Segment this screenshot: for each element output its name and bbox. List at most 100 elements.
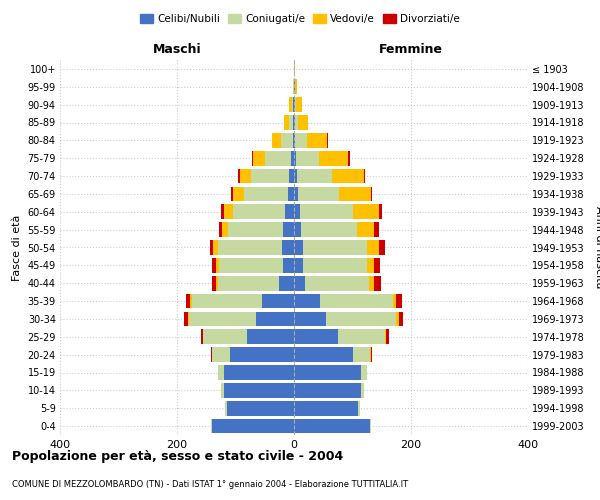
- Bar: [216, 258, 219, 272]
- Bar: [358, 401, 360, 415]
- Bar: [303, 240, 367, 255]
- Bar: [291, 151, 294, 166]
- Bar: [294, 204, 300, 219]
- Bar: [262, 294, 294, 308]
- Bar: [339, 186, 371, 201]
- Bar: [190, 294, 191, 308]
- Bar: [294, 419, 370, 434]
- Bar: [256, 312, 294, 326]
- Bar: [201, 330, 203, 344]
- Bar: [294, 365, 361, 380]
- Bar: [284, 115, 289, 130]
- Bar: [238, 168, 239, 184]
- Bar: [295, 98, 296, 112]
- Bar: [294, 401, 358, 415]
- Bar: [244, 186, 288, 201]
- Bar: [186, 294, 190, 308]
- Bar: [294, 330, 338, 344]
- Bar: [289, 98, 292, 112]
- Bar: [224, 383, 294, 398]
- Bar: [251, 168, 289, 184]
- Bar: [294, 133, 295, 148]
- Bar: [265, 151, 291, 166]
- Bar: [213, 240, 218, 255]
- Bar: [294, 151, 296, 166]
- Bar: [397, 294, 402, 308]
- Bar: [239, 168, 251, 184]
- Bar: [221, 383, 224, 398]
- Bar: [298, 115, 308, 130]
- Bar: [211, 240, 213, 255]
- Bar: [364, 168, 365, 184]
- Text: Femmine: Femmine: [379, 44, 443, 57]
- Bar: [294, 186, 298, 201]
- Bar: [233, 204, 285, 219]
- Bar: [233, 186, 244, 201]
- Bar: [222, 222, 228, 237]
- Text: Popolazione per età, sesso e stato civile - 2004: Popolazione per età, sesso e stato civil…: [12, 450, 343, 463]
- Bar: [184, 312, 188, 326]
- Bar: [293, 133, 294, 148]
- Bar: [386, 330, 389, 344]
- Bar: [298, 186, 339, 201]
- Bar: [356, 222, 374, 237]
- Bar: [353, 204, 379, 219]
- Bar: [224, 204, 233, 219]
- Bar: [218, 365, 224, 380]
- Bar: [253, 151, 265, 166]
- Bar: [219, 222, 222, 237]
- Bar: [191, 294, 262, 308]
- Bar: [216, 276, 218, 290]
- Bar: [374, 258, 380, 272]
- Text: Maschi: Maschi: [152, 44, 202, 57]
- Bar: [292, 98, 293, 112]
- Bar: [294, 312, 326, 326]
- Bar: [294, 348, 353, 362]
- Bar: [285, 204, 294, 219]
- Bar: [188, 312, 256, 326]
- Bar: [367, 240, 379, 255]
- Bar: [326, 312, 397, 326]
- Bar: [218, 240, 283, 255]
- Bar: [288, 186, 294, 201]
- Bar: [369, 276, 374, 290]
- Bar: [252, 151, 253, 166]
- Bar: [228, 222, 283, 237]
- Bar: [353, 348, 370, 362]
- Bar: [338, 330, 385, 344]
- Bar: [319, 151, 349, 166]
- Bar: [371, 186, 373, 201]
- Bar: [294, 294, 320, 308]
- Bar: [394, 294, 397, 308]
- Bar: [370, 419, 371, 434]
- Bar: [296, 98, 302, 112]
- Bar: [212, 258, 216, 272]
- Bar: [361, 383, 364, 398]
- Bar: [399, 312, 403, 326]
- Bar: [320, 294, 394, 308]
- Bar: [212, 419, 294, 434]
- Y-axis label: Anni di nascita: Anni di nascita: [595, 206, 600, 289]
- Bar: [367, 258, 374, 272]
- Bar: [289, 115, 293, 130]
- Bar: [218, 276, 280, 290]
- Bar: [212, 348, 230, 362]
- Bar: [294, 276, 305, 290]
- Bar: [349, 151, 350, 166]
- Text: COMUNE DI MEZZOLOMBARDO (TN) - Dati ISTAT 1° gennaio 2004 - Elaborazione TUTTITA: COMUNE DI MEZZOLOMBARDO (TN) - Dati ISTA…: [12, 480, 408, 489]
- Bar: [385, 330, 386, 344]
- Bar: [272, 133, 281, 148]
- Bar: [283, 240, 294, 255]
- Bar: [371, 348, 372, 362]
- Bar: [203, 330, 247, 344]
- Bar: [283, 222, 294, 237]
- Bar: [295, 115, 298, 130]
- Bar: [300, 204, 353, 219]
- Bar: [379, 204, 382, 219]
- Bar: [295, 133, 307, 148]
- Bar: [221, 204, 224, 219]
- Bar: [301, 222, 356, 237]
- Bar: [283, 258, 294, 272]
- Bar: [289, 168, 294, 184]
- Legend: Celibi/Nubili, Coniugati/e, Vedovi/e, Divorziati/e: Celibi/Nubili, Coniugati/e, Vedovi/e, Di…: [136, 10, 464, 29]
